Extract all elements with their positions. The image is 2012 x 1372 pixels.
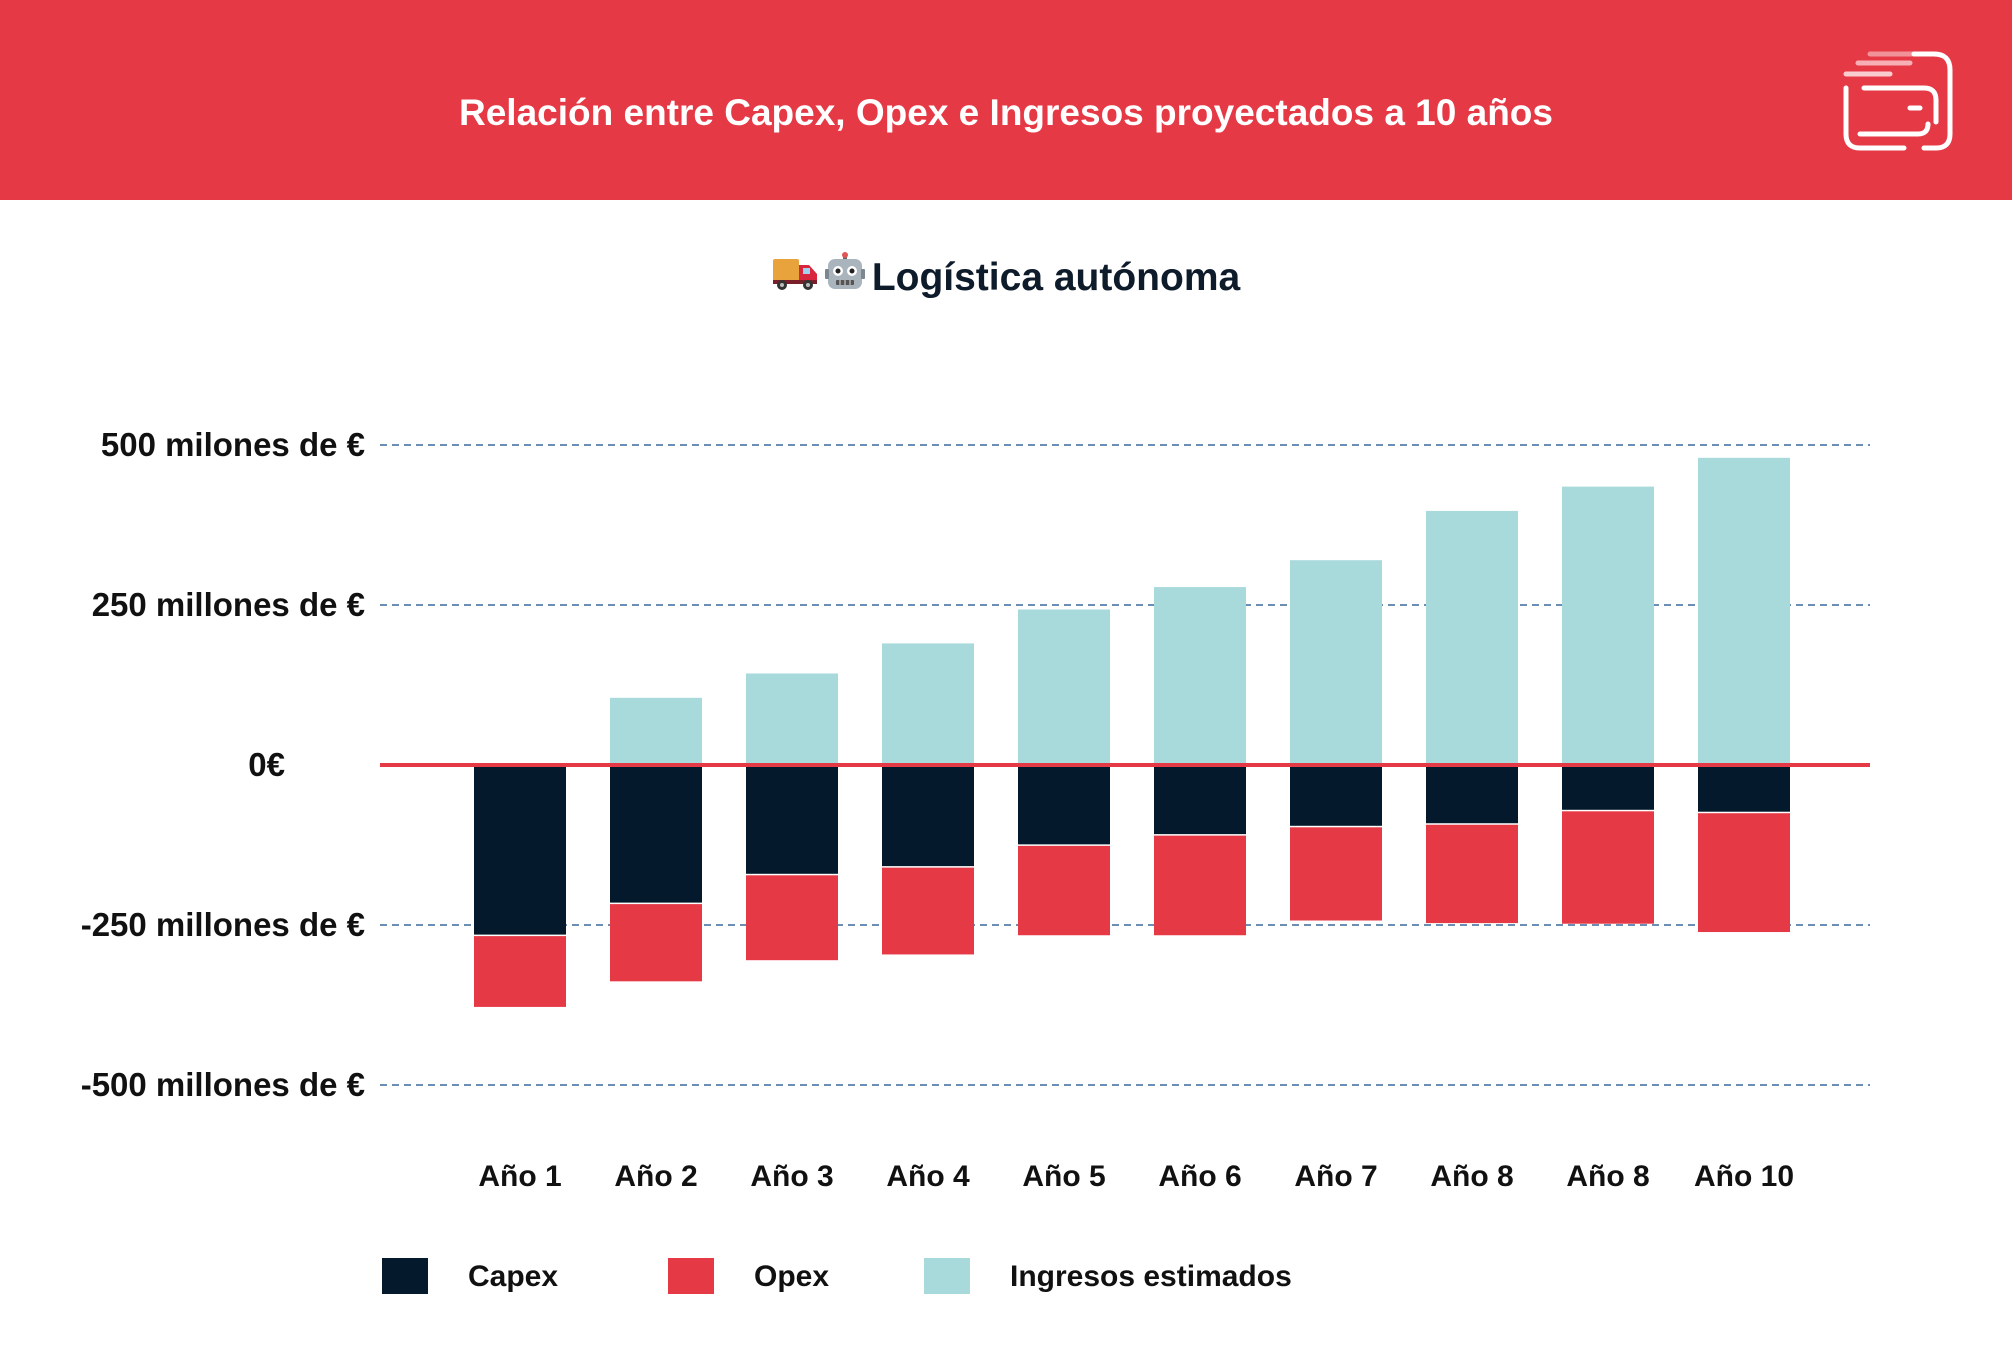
y-tick-label: 0€ xyxy=(248,746,285,783)
bar-capex xyxy=(474,765,566,935)
bar-opex xyxy=(746,875,838,961)
x-tick-label: Año 7 xyxy=(1294,1160,1377,1193)
bar-opex xyxy=(1290,827,1382,921)
bar-ingresos xyxy=(1290,560,1382,765)
bar-capex xyxy=(1426,765,1518,824)
chart-subtitle: Logística autónoma xyxy=(0,252,2012,304)
bar-ingresos xyxy=(1018,609,1110,765)
y-tick-label: -500 millones de € xyxy=(81,1066,365,1103)
bar-capex xyxy=(1154,765,1246,835)
bar-ingresos xyxy=(746,673,838,765)
header-bar: Relación entre Capex, Opex e Ingresos pr… xyxy=(0,0,2012,200)
y-tick-label: 500 milones de € xyxy=(101,426,365,463)
bar-ingresos xyxy=(1562,486,1654,765)
x-tick-label: Año 10 xyxy=(1694,1160,1794,1193)
bar-opex xyxy=(474,936,566,1007)
bar-opex xyxy=(882,867,974,955)
x-tick-label: Año 8 xyxy=(1566,1160,1649,1193)
x-tick-label: Año 5 xyxy=(1022,1160,1105,1193)
brand-logo-icon xyxy=(1843,51,1953,151)
bar-capex xyxy=(610,765,702,903)
x-tick-label: Año 6 xyxy=(1158,1160,1241,1193)
bar-opex xyxy=(1154,835,1246,936)
bar-opex xyxy=(1018,845,1110,936)
x-tick-label: Año 2 xyxy=(614,1160,697,1193)
bar-ingresos xyxy=(1426,510,1518,765)
bar-capex xyxy=(746,765,838,874)
y-tick-label: 250 millones de € xyxy=(92,586,365,623)
x-tick-label: Año 4 xyxy=(886,1160,970,1193)
x-tick-label: Año 8 xyxy=(1430,1160,1513,1193)
truck-icon xyxy=(772,253,818,303)
bar-ingresos xyxy=(1154,587,1246,765)
legend-label-opex: Opex xyxy=(754,1260,830,1293)
legend-label-capex: Capex xyxy=(468,1260,559,1293)
y-tick-label: -250 millones de € xyxy=(81,906,365,943)
x-tick-label: Año 1 xyxy=(478,1160,561,1193)
legend-swatch-ingresos xyxy=(924,1258,970,1294)
legend-label-ingresos: Ingresos estimados xyxy=(1010,1260,1292,1293)
bar-capex xyxy=(1698,765,1790,812)
x-tick-label: Año 3 xyxy=(750,1160,833,1193)
bar-opex xyxy=(1426,824,1518,924)
bar-opex xyxy=(1562,811,1654,924)
legend-swatch-capex xyxy=(382,1258,428,1294)
bar-opex xyxy=(1698,813,1790,933)
bar-capex xyxy=(1290,765,1382,826)
bar-capex xyxy=(1562,765,1654,810)
chart-legend: Capex Opex Ingresos estimados xyxy=(0,1258,1500,1298)
bar-ingresos xyxy=(1698,457,1790,765)
subtitle-text: Logística autónoma xyxy=(871,256,1241,299)
bar-ingresos xyxy=(882,643,974,765)
robot-icon xyxy=(824,252,866,304)
bar-capex xyxy=(1018,765,1110,845)
bar-opex xyxy=(610,904,702,982)
legend-swatch-opex xyxy=(668,1258,714,1294)
page-title: Relación entre Capex, Opex e Ingresos pr… xyxy=(459,92,1553,133)
bar-ingresos xyxy=(610,697,702,765)
bar-capex xyxy=(882,765,974,867)
